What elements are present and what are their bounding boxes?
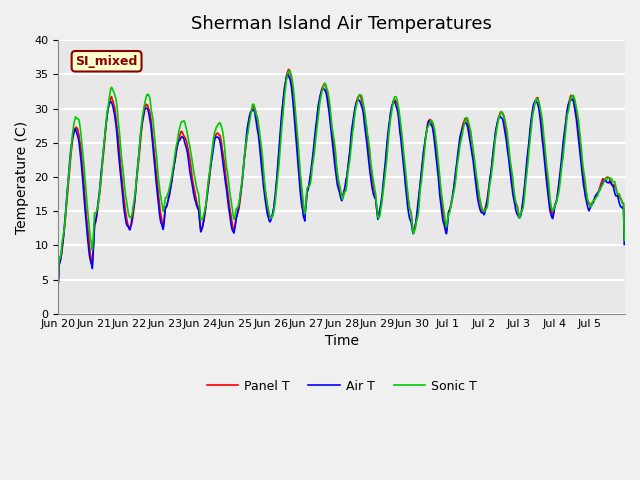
Sonic T xyxy=(620,238,628,243)
Panel T xyxy=(620,237,628,242)
Sonic T xyxy=(432,139,440,144)
Sonic T xyxy=(275,169,282,175)
Panel T xyxy=(401,164,408,170)
Sonic T xyxy=(401,157,408,163)
Air T xyxy=(121,212,129,217)
Panel T xyxy=(432,145,440,151)
X-axis label: Time: Time xyxy=(324,334,358,348)
Sonic T xyxy=(286,68,294,73)
Sonic T xyxy=(253,113,260,119)
Panel T xyxy=(225,198,233,204)
Air T xyxy=(54,279,62,285)
Air T xyxy=(253,124,260,130)
Air T xyxy=(275,156,282,162)
Line: Sonic T: Sonic T xyxy=(58,71,624,275)
Air T xyxy=(401,173,408,179)
Air T xyxy=(284,71,292,76)
Sonic T xyxy=(54,272,62,278)
Panel T xyxy=(121,202,129,208)
Y-axis label: Temperature (C): Temperature (C) xyxy=(15,120,29,234)
Air T xyxy=(620,241,628,247)
Air T xyxy=(225,206,233,212)
Sonic T xyxy=(121,185,129,191)
Panel T xyxy=(285,67,292,72)
Panel T xyxy=(275,159,282,165)
Text: SI_mixed: SI_mixed xyxy=(76,55,138,68)
Line: Air T: Air T xyxy=(58,73,624,282)
Title: Sherman Island Air Temperatures: Sherman Island Air Temperatures xyxy=(191,15,492,33)
Air T xyxy=(432,154,440,160)
Panel T xyxy=(54,278,62,284)
Line: Panel T: Panel T xyxy=(58,70,624,281)
Sonic T xyxy=(225,180,233,186)
Panel T xyxy=(253,113,260,119)
Legend: Panel T, Air T, Sonic T: Panel T, Air T, Sonic T xyxy=(202,375,482,398)
